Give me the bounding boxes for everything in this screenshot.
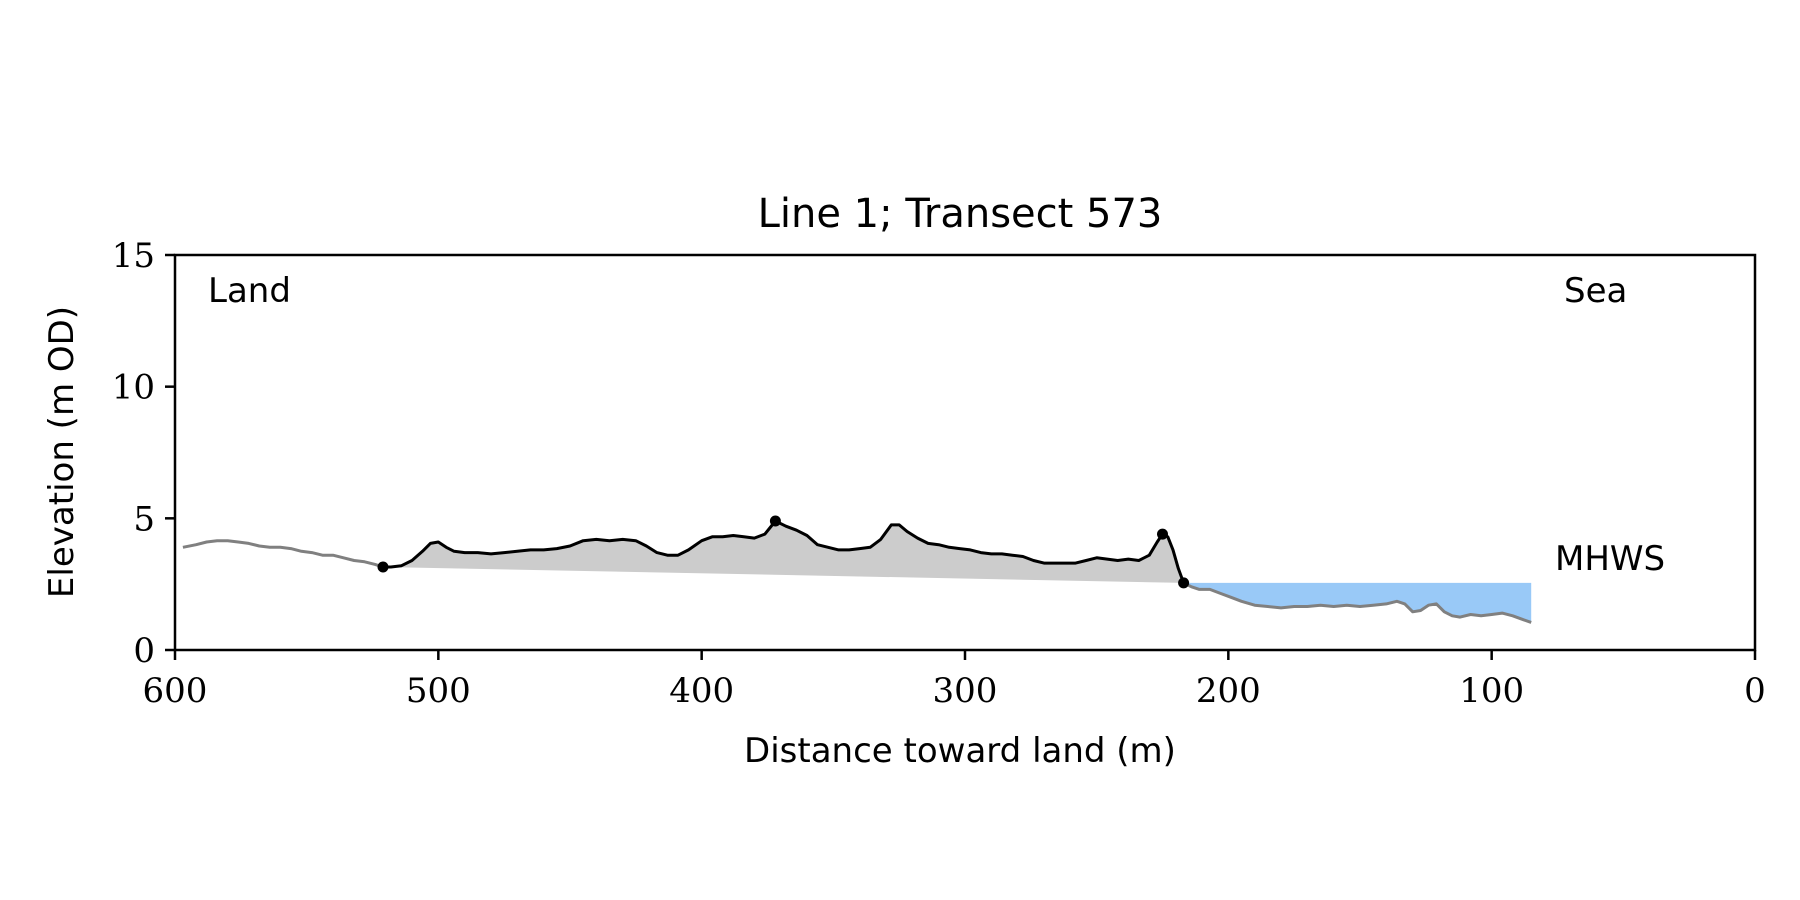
dune-volume-fill [383,521,1184,583]
y-tick-label: 15 [112,236,155,276]
mhws-label: MHWS [1555,539,1665,579]
axis-ticks: 600 500 400 300 200 100 0 0 5 10 15 [112,236,1766,711]
x-tick-label: 600 [143,671,208,711]
sea-label: Sea [1564,271,1627,311]
dune-point-marker [1157,528,1168,540]
x-tick-label: 0 [1744,671,1766,711]
x-tick-label: 200 [1196,671,1261,711]
y-tick-label: 5 [133,499,155,539]
profile-line-seaward [1182,581,1532,624]
y-axis-label: Elevation (m OD) [42,306,82,598]
x-tick-label: 300 [933,671,998,711]
chart-title: Line 1; Transect 573 [758,191,1163,237]
y-tick-label: 0 [133,631,155,671]
plot-area [182,515,1532,624]
x-tick-label: 500 [406,671,471,711]
y-tick-label: 10 [112,368,155,408]
x-axis-label: Distance toward land (m) [744,731,1176,771]
x-tick-label: 400 [669,671,734,711]
dune-point-marker [769,515,781,527]
dune-point-marker [377,561,389,573]
land-label: Land [208,271,291,311]
x-tick-label: 100 [1459,671,1524,711]
mhws-water-fill [1183,582,1532,623]
profile-line-dune [383,519,1186,584]
dune-point-marker [1178,577,1190,589]
profile-line-landward [182,539,384,569]
plot-frame [173,253,1757,652]
